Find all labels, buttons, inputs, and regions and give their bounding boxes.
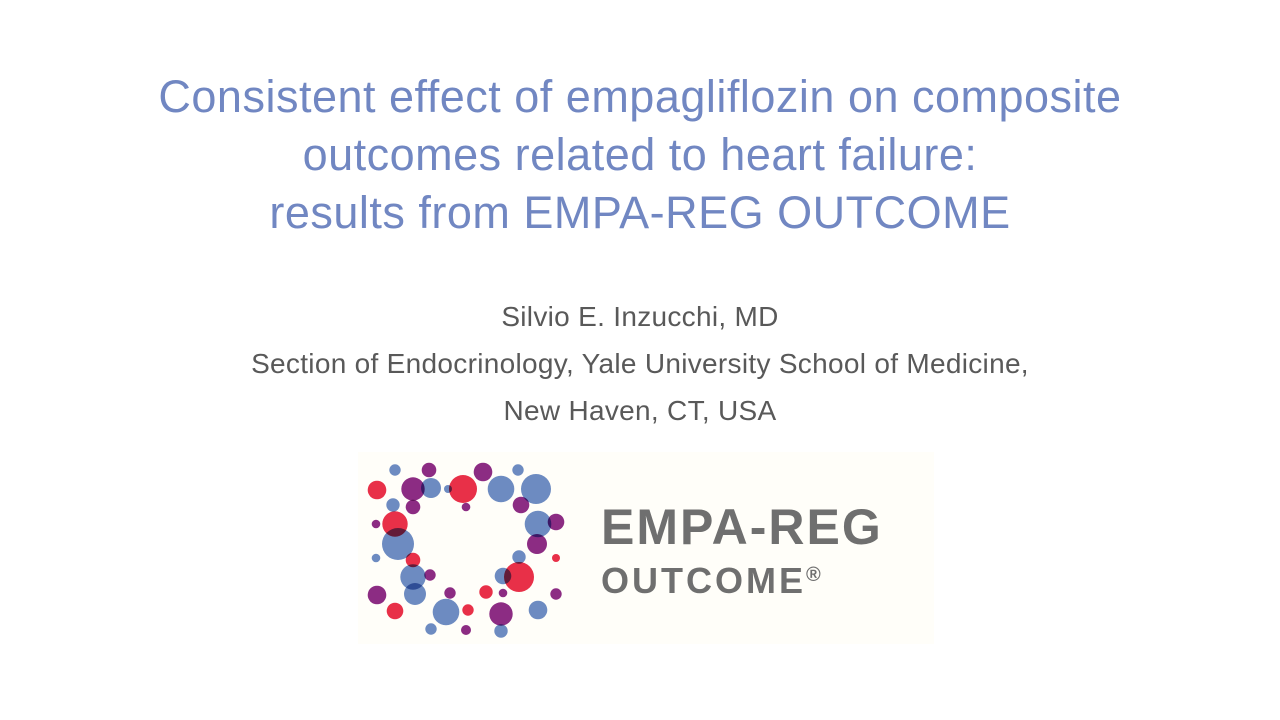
author-block: Silvio E. Inzucchi, MD Section of Endocr…: [80, 293, 1200, 434]
logo-wordmark-line-2: OUTCOME®: [601, 554, 883, 602]
slide-title-line-3: results from EMPA-REG OUTCOME: [269, 187, 1011, 238]
logo-wordmark: EMPA-REG OUTCOME®: [601, 500, 883, 602]
slide-title: Consistent effect of empagliflozin on co…: [40, 68, 1240, 242]
affiliation-line-2: New Haven, CT, USA: [503, 395, 777, 426]
slide-title-line-1: Consistent effect of empagliflozin on co…: [158, 71, 1122, 122]
heart-dot-cluster-icon: [367, 462, 565, 638]
registered-trademark-icon: ®: [806, 564, 821, 586]
logo-wordmark-line-1: EMPA-REG: [601, 499, 883, 555]
author-name: Silvio E. Inzucchi, MD: [501, 301, 779, 332]
empa-reg-outcome-logo: EMPA-REG OUTCOME®: [358, 452, 934, 644]
slide-title-line-2: outcomes related to heart failure:: [302, 129, 978, 180]
logo-outcome-text: OUTCOME: [601, 560, 806, 601]
affiliation-line-1: Section of Endocrinology, Yale Universit…: [251, 348, 1029, 379]
